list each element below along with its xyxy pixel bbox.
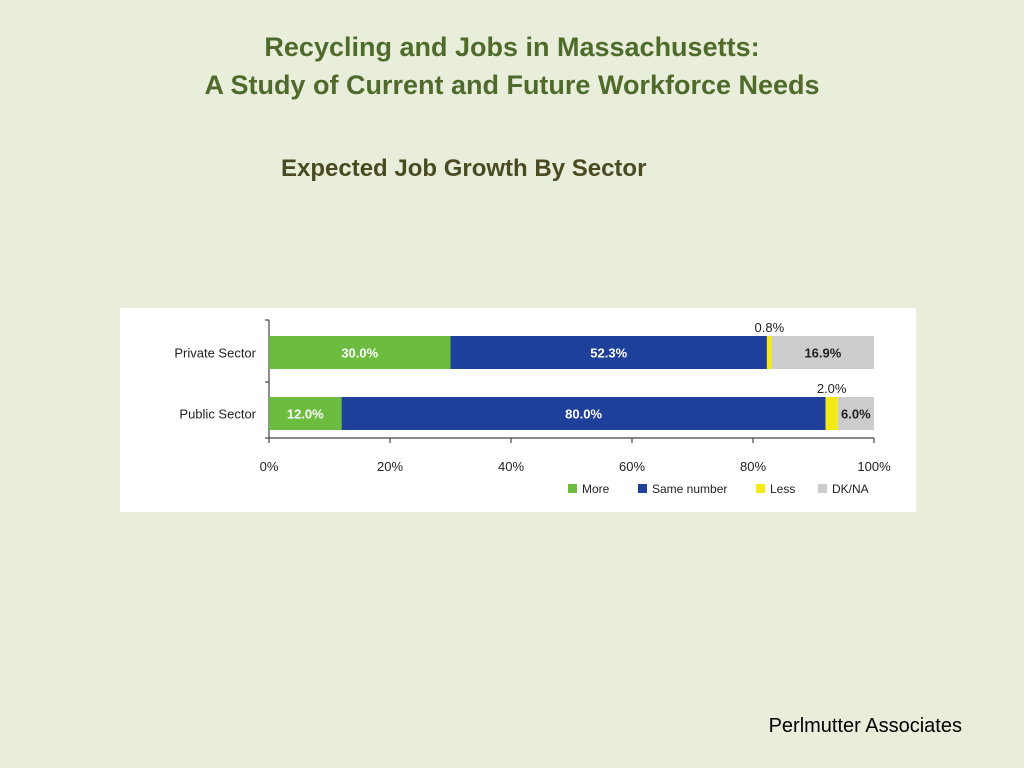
data-label: 0.8%: [755, 320, 785, 335]
data-label: 12.0%: [287, 407, 324, 422]
bar-segment: [771, 336, 874, 369]
legend-label: More: [582, 482, 610, 496]
data-label: 30.0%: [341, 346, 378, 361]
x-tick-label: 40%: [498, 459, 524, 474]
stacked-bar-chart: 0% 20% 40% 60% 80% 100% Private Sector Public S…: [174, 319, 891, 496]
data-label: 52.3%: [590, 346, 627, 361]
bar-segment: [766, 336, 772, 369]
chart-subtitle: Expected Job Growth By Sector: [281, 155, 647, 182]
bar-segment: [837, 397, 874, 430]
footer-credit: Perlmutter Associates: [768, 715, 962, 737]
slide-title: Recycling and Jobs in Massachusetts: A S…: [0, 28, 1024, 104]
legend-label: Less: [770, 482, 795, 496]
category-label: Private Sector: [174, 346, 256, 361]
bar-segment: [825, 397, 838, 430]
legend-label: Same number: [652, 482, 727, 496]
bar-segment: [269, 397, 342, 430]
chart-panel: 0% 20% 40% 60% 80% 100% Private Sector Public S…: [120, 308, 916, 512]
title-line-1: Recycling and Jobs in Massachusetts:: [264, 32, 760, 62]
x-tick-label: 80%: [740, 459, 766, 474]
legend-label: DK/NA: [832, 482, 869, 496]
data-label: 80.0%: [565, 407, 602, 422]
data-label: 2.0%: [817, 381, 847, 396]
legend-swatch: [568, 484, 577, 493]
x-tick-label: 60%: [619, 459, 645, 474]
x-tick-label: 0%: [260, 459, 279, 474]
bar-segment: [450, 336, 767, 369]
data-label: 6.0%: [841, 407, 871, 422]
x-tick-label: 20%: [377, 459, 403, 474]
x-tick-label: 100%: [857, 459, 891, 474]
legend-swatch: [638, 484, 647, 493]
category-label: Public Sector: [179, 407, 256, 422]
bar-segment: [341, 397, 826, 430]
data-label: 16.9%: [804, 346, 841, 361]
legend-swatch: [818, 484, 827, 493]
title-line-2: A Study of Current and Future Workforce …: [204, 70, 820, 100]
legend-swatch: [756, 484, 765, 493]
bar-segment: [269, 336, 451, 369]
